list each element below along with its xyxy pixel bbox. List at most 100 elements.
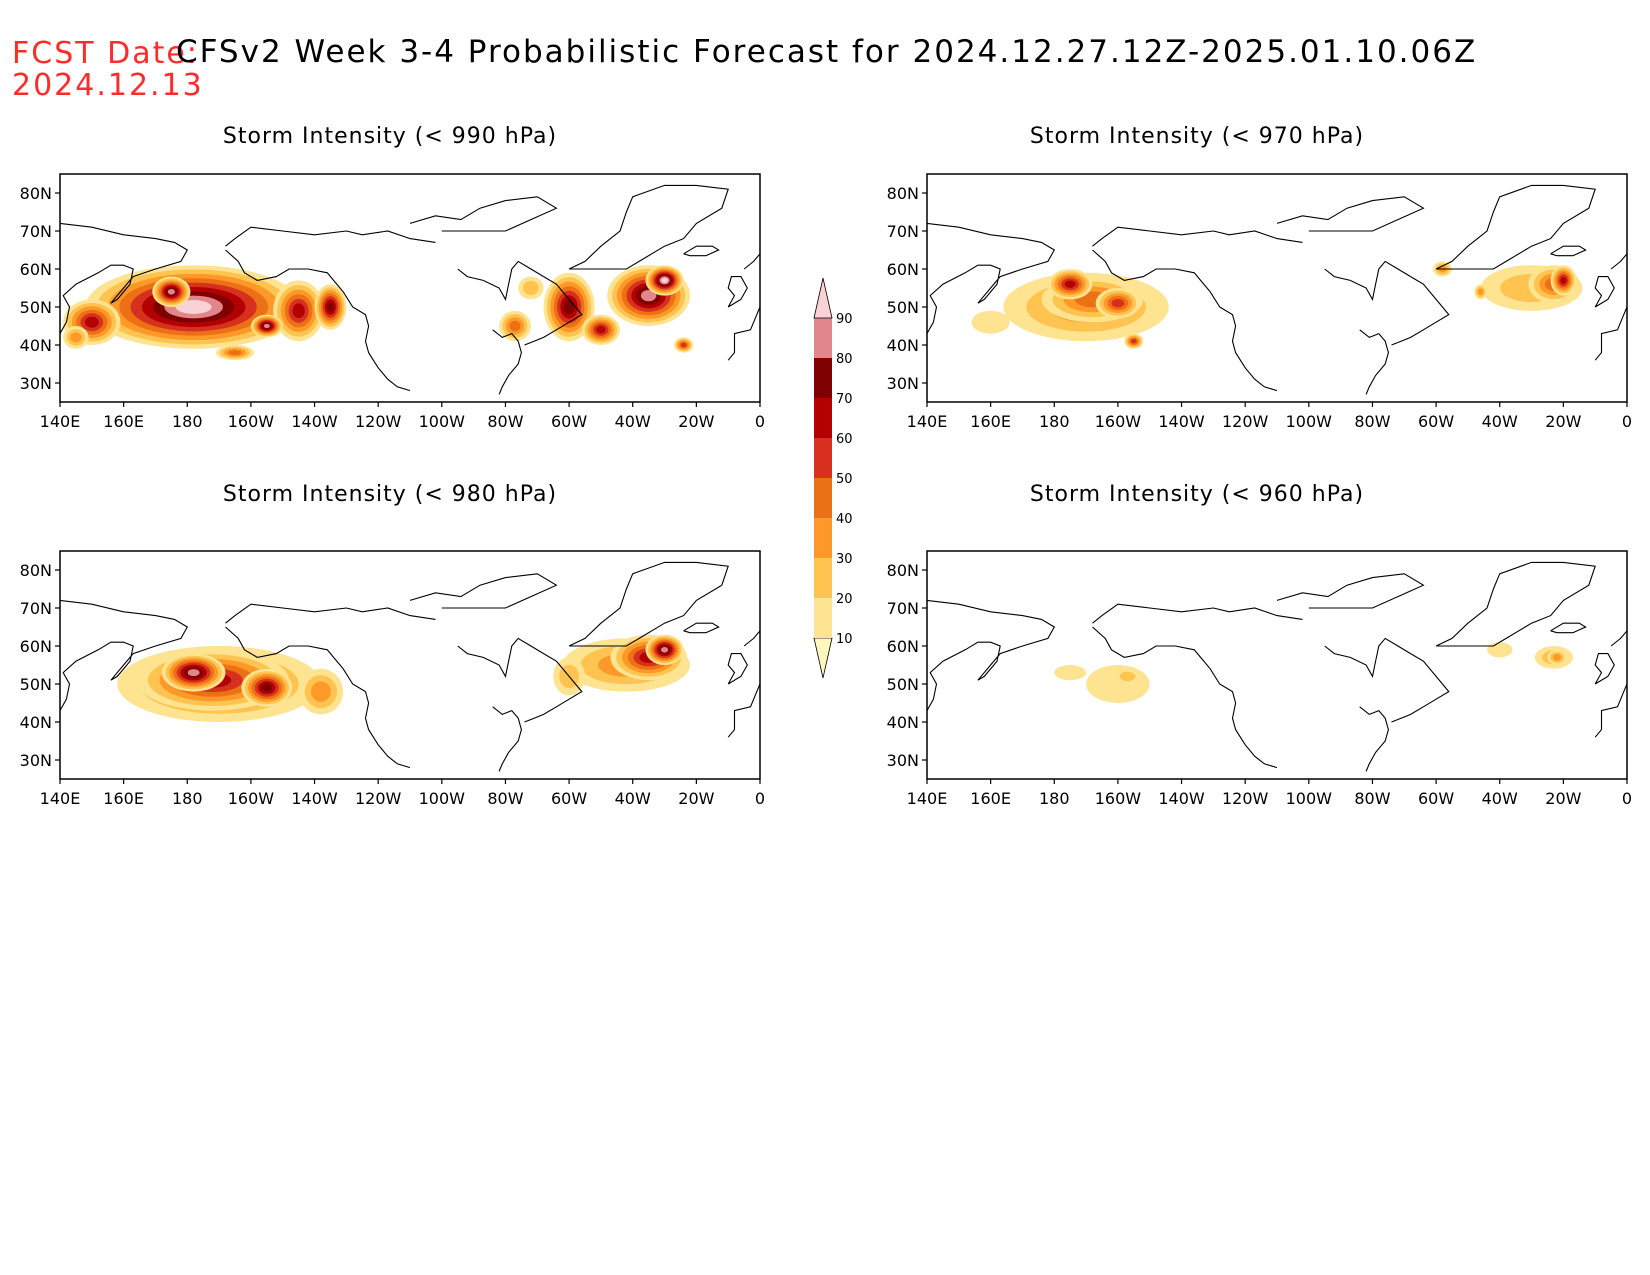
colorbar-swatch — [814, 398, 832, 438]
lon-tick-label: 140E — [40, 412, 81, 431]
lat-tick-label: 30N — [887, 751, 919, 770]
coastline — [1594, 306, 1627, 361]
coastline — [409, 196, 558, 232]
coastline — [927, 599, 1056, 711]
lat-tick-label: 70N — [20, 599, 52, 618]
lon-tick-label: 140W — [1158, 789, 1205, 808]
coastline — [1359, 706, 1389, 772]
lon-tick-label: 40W — [1482, 789, 1518, 808]
coastline — [1092, 603, 1303, 624]
probability-blob — [1054, 665, 1087, 681]
lon-tick-label: 160W — [1095, 412, 1142, 431]
lat-tick-label: 80N — [887, 561, 919, 580]
lon-tick-label: 120W — [355, 789, 402, 808]
lat-tick-label: 50N — [20, 298, 52, 317]
lon-tick-label: 80W — [487, 412, 523, 431]
probability-blob — [1064, 280, 1076, 288]
colorbar-label: 10 — [836, 632, 853, 647]
lon-tick-label: 0 — [755, 412, 765, 431]
lon-tick-label: 40W — [615, 789, 651, 808]
map-frame — [926, 550, 1628, 780]
lon-tick-label: 40W — [1482, 412, 1518, 431]
coastline — [1324, 260, 1411, 301]
probability-blob — [596, 326, 606, 334]
colorbar-label: 60 — [836, 432, 853, 447]
lat-tick-label: 30N — [20, 751, 52, 770]
coastline — [1391, 276, 1450, 346]
lon-tick-label: 160W — [228, 789, 275, 808]
panel-title-970: Storm Intensity (< 970 hPa) — [1029, 124, 1365, 149]
lon-tick-label: 80W — [1354, 412, 1390, 431]
lon-tick-label: 140E — [907, 789, 948, 808]
lon-tick-label: 140E — [40, 789, 81, 808]
colorbar-swatch — [813, 277, 833, 319]
map-frame — [59, 173, 761, 403]
lon-tick-label: 0 — [755, 789, 765, 808]
panel-title-960: Storm Intensity (< 960 hPa) — [1029, 482, 1365, 507]
probability-blob — [660, 646, 669, 653]
probability-blob — [1131, 339, 1137, 344]
fcst-date-value: 2024.12.13 — [12, 68, 204, 103]
probability-blob — [263, 323, 270, 329]
colorbar-label: 40 — [836, 512, 853, 527]
lon-tick-label: 180 — [1039, 789, 1070, 808]
coastline — [524, 276, 583, 346]
lon-tick-label: 20W — [678, 412, 714, 431]
lon-tick-label: 20W — [678, 789, 714, 808]
lon-tick-label: 60W — [551, 412, 587, 431]
colorbar-swatch — [814, 358, 832, 398]
colorbar-swatch — [814, 598, 832, 638]
colorbar-swatch — [814, 318, 832, 358]
lon-tick-label: 140W — [291, 789, 338, 808]
coastline — [60, 599, 189, 711]
probability-blob — [187, 669, 200, 677]
probability-blob — [1487, 642, 1513, 658]
lat-tick-label: 60N — [20, 637, 52, 656]
coastline — [1594, 276, 1615, 308]
colorbar-swatch — [813, 637, 833, 679]
lat-tick-label: 50N — [20, 675, 52, 694]
coastline — [225, 249, 411, 392]
coastline — [1092, 226, 1303, 247]
probability-blob — [70, 332, 82, 343]
lon-tick-label: 180 — [172, 412, 203, 431]
lon-tick-label: 180 — [172, 789, 203, 808]
colorbar-swatch — [814, 518, 832, 558]
coastline — [492, 706, 522, 772]
coastline — [683, 622, 720, 634]
coastline — [225, 626, 411, 769]
probability-blob — [1477, 288, 1484, 296]
lon-tick-label: 20W — [1545, 789, 1581, 808]
fcst-date-label: FCST Date: — [12, 36, 199, 71]
lon-tick-label: 80W — [1354, 789, 1390, 808]
panel-title-990: Storm Intensity (< 990 hPa) — [222, 124, 558, 149]
coastline — [727, 306, 760, 361]
coastline — [1359, 329, 1389, 395]
lon-tick-label: 100W — [419, 412, 466, 431]
lon-tick-label: 80W — [487, 789, 523, 808]
lon-tick-label: 20W — [1545, 412, 1581, 431]
coastline — [1610, 253, 1627, 270]
probability-blob — [1552, 654, 1562, 661]
lon-tick-label: 60W — [551, 789, 587, 808]
lon-tick-label: 160E — [103, 789, 144, 808]
map-panel-p980: 80N 70N 60N 50N 40N 30N 140E 160E 180 160W 140W 120… — [20, 550, 765, 808]
probability-blob — [1111, 298, 1125, 308]
lon-tick-label: 160E — [970, 412, 1011, 431]
coastline — [225, 603, 436, 624]
lon-tick-label: 120W — [1222, 789, 1269, 808]
probability-blob — [292, 303, 305, 319]
probability-blob — [327, 302, 334, 312]
coastline — [568, 561, 729, 647]
lon-tick-label: 140W — [1158, 412, 1205, 431]
coastline — [1610, 630, 1627, 647]
lon-tick-label: 60W — [1418, 789, 1454, 808]
lon-tick-label: 180 — [1039, 412, 1070, 431]
lat-tick-label: 40N — [887, 336, 919, 355]
coastline — [457, 637, 544, 678]
probability-blob — [971, 310, 1010, 334]
lat-tick-label: 70N — [887, 222, 919, 241]
coastline — [727, 276, 748, 308]
lon-tick-label: 0 — [1622, 412, 1632, 431]
